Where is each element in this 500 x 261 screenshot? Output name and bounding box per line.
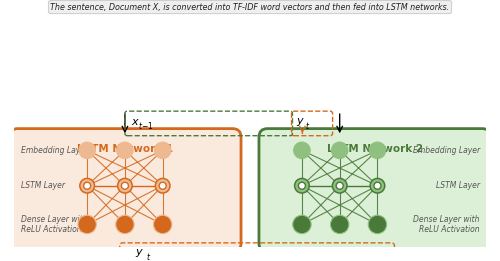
- Text: Embedding Layer: Embedding Layer: [413, 146, 480, 155]
- Circle shape: [294, 179, 309, 193]
- Circle shape: [370, 179, 385, 193]
- Circle shape: [330, 215, 349, 234]
- Text: $\mathit{t}$: $\mathit{t}$: [146, 251, 151, 261]
- Circle shape: [374, 182, 381, 189]
- Text: $\mathit{t}$: $\mathit{t}$: [306, 120, 310, 131]
- Circle shape: [294, 142, 310, 159]
- Circle shape: [84, 182, 90, 189]
- Text: $\mathit{t\!-\!1}$: $\mathit{t\!-\!1}$: [138, 120, 154, 131]
- Text: LSTM Network 1: LSTM Network 1: [77, 144, 173, 154]
- Text: The sentence, Document X, is converted into TF-IDF word vectors and then fed int: The sentence, Document X, is converted i…: [50, 3, 450, 11]
- Circle shape: [332, 179, 347, 193]
- Circle shape: [336, 182, 343, 189]
- Circle shape: [332, 142, 348, 159]
- Text: Dense Layer with
ReLU Activation: Dense Layer with ReLU Activation: [414, 215, 480, 234]
- Circle shape: [369, 142, 386, 159]
- Circle shape: [122, 182, 128, 189]
- Circle shape: [154, 215, 172, 234]
- Circle shape: [78, 215, 96, 234]
- Circle shape: [292, 215, 311, 234]
- Circle shape: [156, 179, 170, 193]
- Circle shape: [80, 179, 94, 193]
- Circle shape: [154, 142, 171, 159]
- Text: LSTM Network 2: LSTM Network 2: [327, 144, 423, 154]
- Text: Dense Layer with
ReLU Activation: Dense Layer with ReLU Activation: [20, 215, 87, 234]
- Text: $\mathit{x}$: $\mathit{x}$: [132, 117, 140, 127]
- Circle shape: [368, 215, 386, 234]
- Circle shape: [79, 142, 96, 159]
- Text: Embedding Layer: Embedding Layer: [20, 146, 87, 155]
- Text: $\mathit{y}$: $\mathit{y}$: [296, 116, 305, 128]
- Text: LSTM Layer: LSTM Layer: [436, 181, 480, 190]
- Circle shape: [298, 182, 306, 189]
- Circle shape: [116, 215, 134, 234]
- Circle shape: [118, 179, 132, 193]
- FancyBboxPatch shape: [259, 129, 490, 252]
- FancyBboxPatch shape: [10, 129, 241, 252]
- Circle shape: [116, 142, 133, 159]
- Text: LSTM Layer: LSTM Layer: [20, 181, 64, 190]
- Circle shape: [159, 182, 166, 189]
- Text: $\mathit{y}$: $\mathit{y}$: [134, 247, 143, 259]
